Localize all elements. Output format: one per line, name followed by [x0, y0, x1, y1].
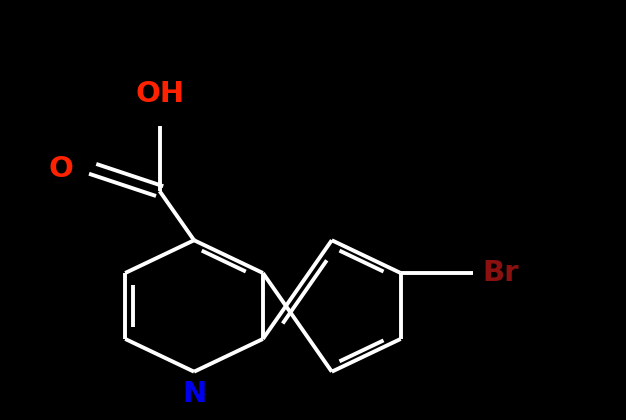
Text: N: N — [182, 380, 206, 407]
Text: Br: Br — [483, 259, 519, 287]
Text: OH: OH — [135, 81, 184, 108]
Text: O: O — [49, 155, 74, 183]
